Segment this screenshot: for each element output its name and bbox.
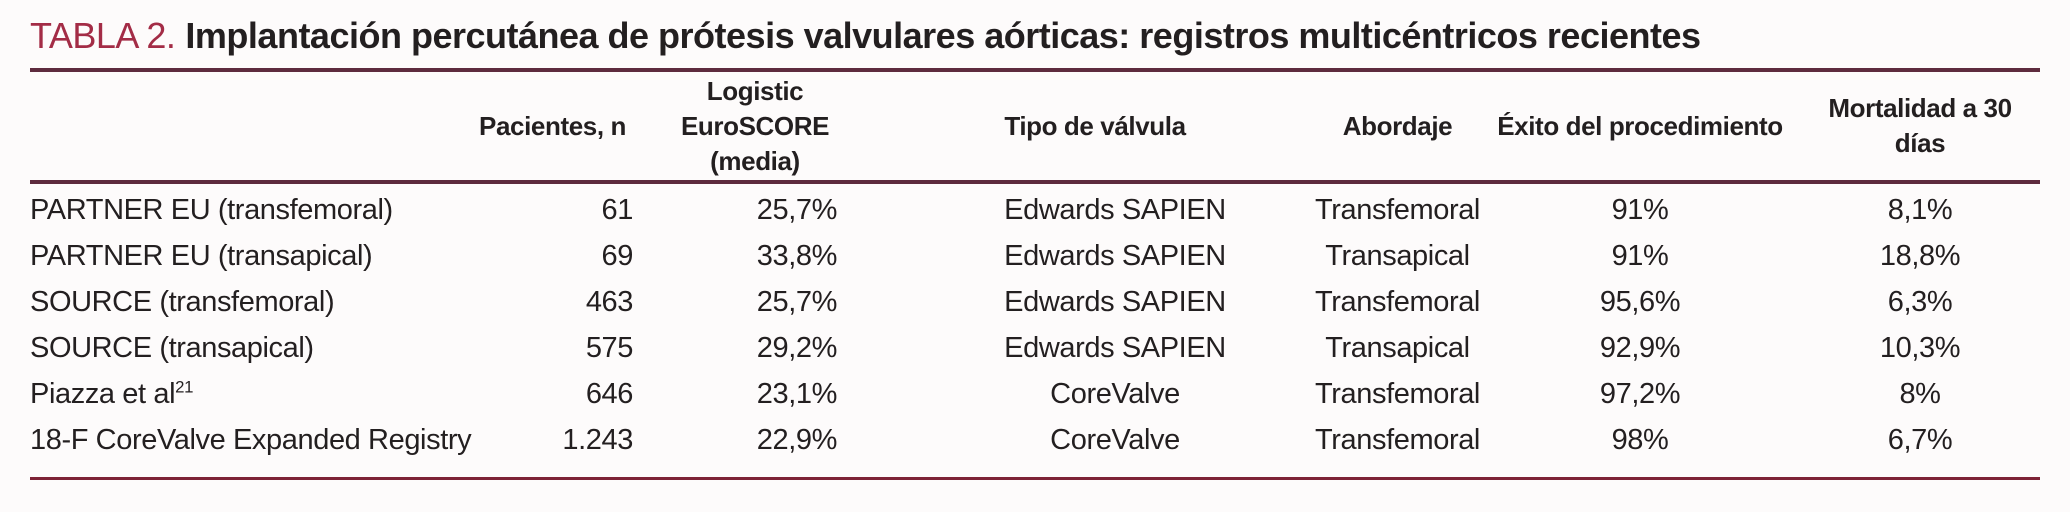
mortality-cell: 6,3% xyxy=(1887,285,1953,318)
table-caption: TABLA 2. Implantación percutánea de próte… xyxy=(30,13,2040,59)
valve-type-cell: Edwards SAPIEN xyxy=(1004,285,1226,318)
patients-cell: 69 xyxy=(601,239,634,272)
column-header-valve-type: Tipo de válvula xyxy=(1004,110,1186,141)
patients-cell: 646 xyxy=(585,377,634,410)
table-number-label: TABLA 2. xyxy=(30,15,176,56)
patients-cell: 61 xyxy=(601,193,634,226)
valve-type-cell: CoreValve xyxy=(1050,423,1180,456)
column-header-patients: Pacientes, n xyxy=(479,110,626,141)
column-header-euroscore-line1: Logistic EuroSCORE xyxy=(680,75,830,141)
study-name-cell: Piazza et al21 xyxy=(30,378,430,411)
study-name: Piazza et al xyxy=(30,377,176,410)
column-header-euroscore: Logistic EuroSCORE (media) xyxy=(635,74,875,179)
table-row: SOURCE (transapical) 575 29,2% Edwards S… xyxy=(30,325,2040,371)
top-rule xyxy=(30,68,2040,72)
patients-cell: 1.243 xyxy=(562,423,633,456)
euroscore-cell: 25,7% xyxy=(756,193,838,226)
approach-cell: Transfemoral xyxy=(1315,193,1480,226)
study-name: PARTNER EU (transapical) xyxy=(30,239,373,272)
study-name-cell: PARTNER EU (transapical) xyxy=(30,240,430,273)
column-header-approach: Abordaje xyxy=(1342,110,1453,141)
patients-cell: 463 xyxy=(585,285,634,318)
column-header-30day-mortality: Mortalidad a 30 días xyxy=(1828,93,2012,158)
table-title: Implantación percutánea de prótesis valv… xyxy=(185,15,1701,56)
euroscore-cell: 22,9% xyxy=(756,423,838,456)
table-body: PARTNER EU (transfemoral) 61 25,7% Edwar… xyxy=(30,184,2040,463)
mortality-cell: 8,1% xyxy=(1887,193,1953,226)
approach-cell: Transapical xyxy=(1325,331,1470,364)
table-row: 18-F CoreValve Expanded Registry 1.243 2… xyxy=(30,417,2040,463)
header-rule xyxy=(30,180,2040,184)
bottom-rule xyxy=(30,477,2040,480)
approach-cell: Transfemoral xyxy=(1315,377,1480,410)
success-cell: 91% xyxy=(1611,193,1669,226)
approach-cell: Transfemoral xyxy=(1315,285,1480,318)
success-cell: 95,6% xyxy=(1599,285,1681,318)
patients-cell: 575 xyxy=(585,331,634,364)
success-cell: 98% xyxy=(1611,423,1669,456)
mortality-cell: 18,8% xyxy=(1879,239,1961,272)
success-cell: 91% xyxy=(1611,239,1669,272)
column-header-procedure-success: Éxito del procedimiento xyxy=(1497,110,1783,141)
study-name: SOURCE (transapical) xyxy=(30,331,314,364)
reference-superscript: 21 xyxy=(175,376,194,396)
table-row: PARTNER EU (transapical) 69 33,8% Edward… xyxy=(30,233,2040,279)
mortality-cell: 6,7% xyxy=(1887,423,1953,456)
euroscore-cell: 29,2% xyxy=(756,331,838,364)
study-name-cell: SOURCE (transfemoral) xyxy=(30,286,430,319)
success-cell: 92,9% xyxy=(1599,331,1681,364)
euroscore-cell: 25,7% xyxy=(756,285,838,318)
approach-cell: Transapical xyxy=(1325,239,1470,272)
study-name-cell: SOURCE (transapical) xyxy=(30,332,430,365)
table-row: PARTNER EU (transfemoral) 61 25,7% Edwar… xyxy=(30,187,2040,233)
euroscore-cell: 23,1% xyxy=(756,377,838,410)
mortality-cell: 10,3% xyxy=(1879,331,1961,364)
table-row: Piazza et al21 646 23,1% CoreValve Trans… xyxy=(30,371,2040,417)
success-cell: 97,2% xyxy=(1599,377,1681,410)
table-row: SOURCE (transfemoral) 463 25,7% Edwards … xyxy=(30,279,2040,325)
study-name: SOURCE (transfemoral) xyxy=(30,285,335,318)
study-name-cell: PARTNER EU (transfemoral) xyxy=(30,194,430,227)
mortality-cell: 8% xyxy=(1899,377,1941,410)
table-header-row: Pacientes, n Logistic EuroSCORE (media) … xyxy=(30,72,2040,180)
study-name-cell: 18-F CoreValve Expanded Registry xyxy=(30,424,472,457)
valve-type-cell: CoreValve xyxy=(1050,377,1180,410)
approach-cell: Transfemoral xyxy=(1315,423,1480,456)
valve-type-cell: Edwards SAPIEN xyxy=(1004,239,1226,272)
valve-type-cell: Edwards SAPIEN xyxy=(1004,331,1226,364)
study-name: 18-F CoreValve Expanded Registry xyxy=(30,423,472,456)
euroscore-cell: 33,8% xyxy=(756,239,838,272)
column-header-euroscore-line2: (media) xyxy=(710,145,800,176)
valve-type-cell: Edwards SAPIEN xyxy=(1004,193,1226,226)
study-name: PARTNER EU (transfemoral) xyxy=(30,193,393,226)
